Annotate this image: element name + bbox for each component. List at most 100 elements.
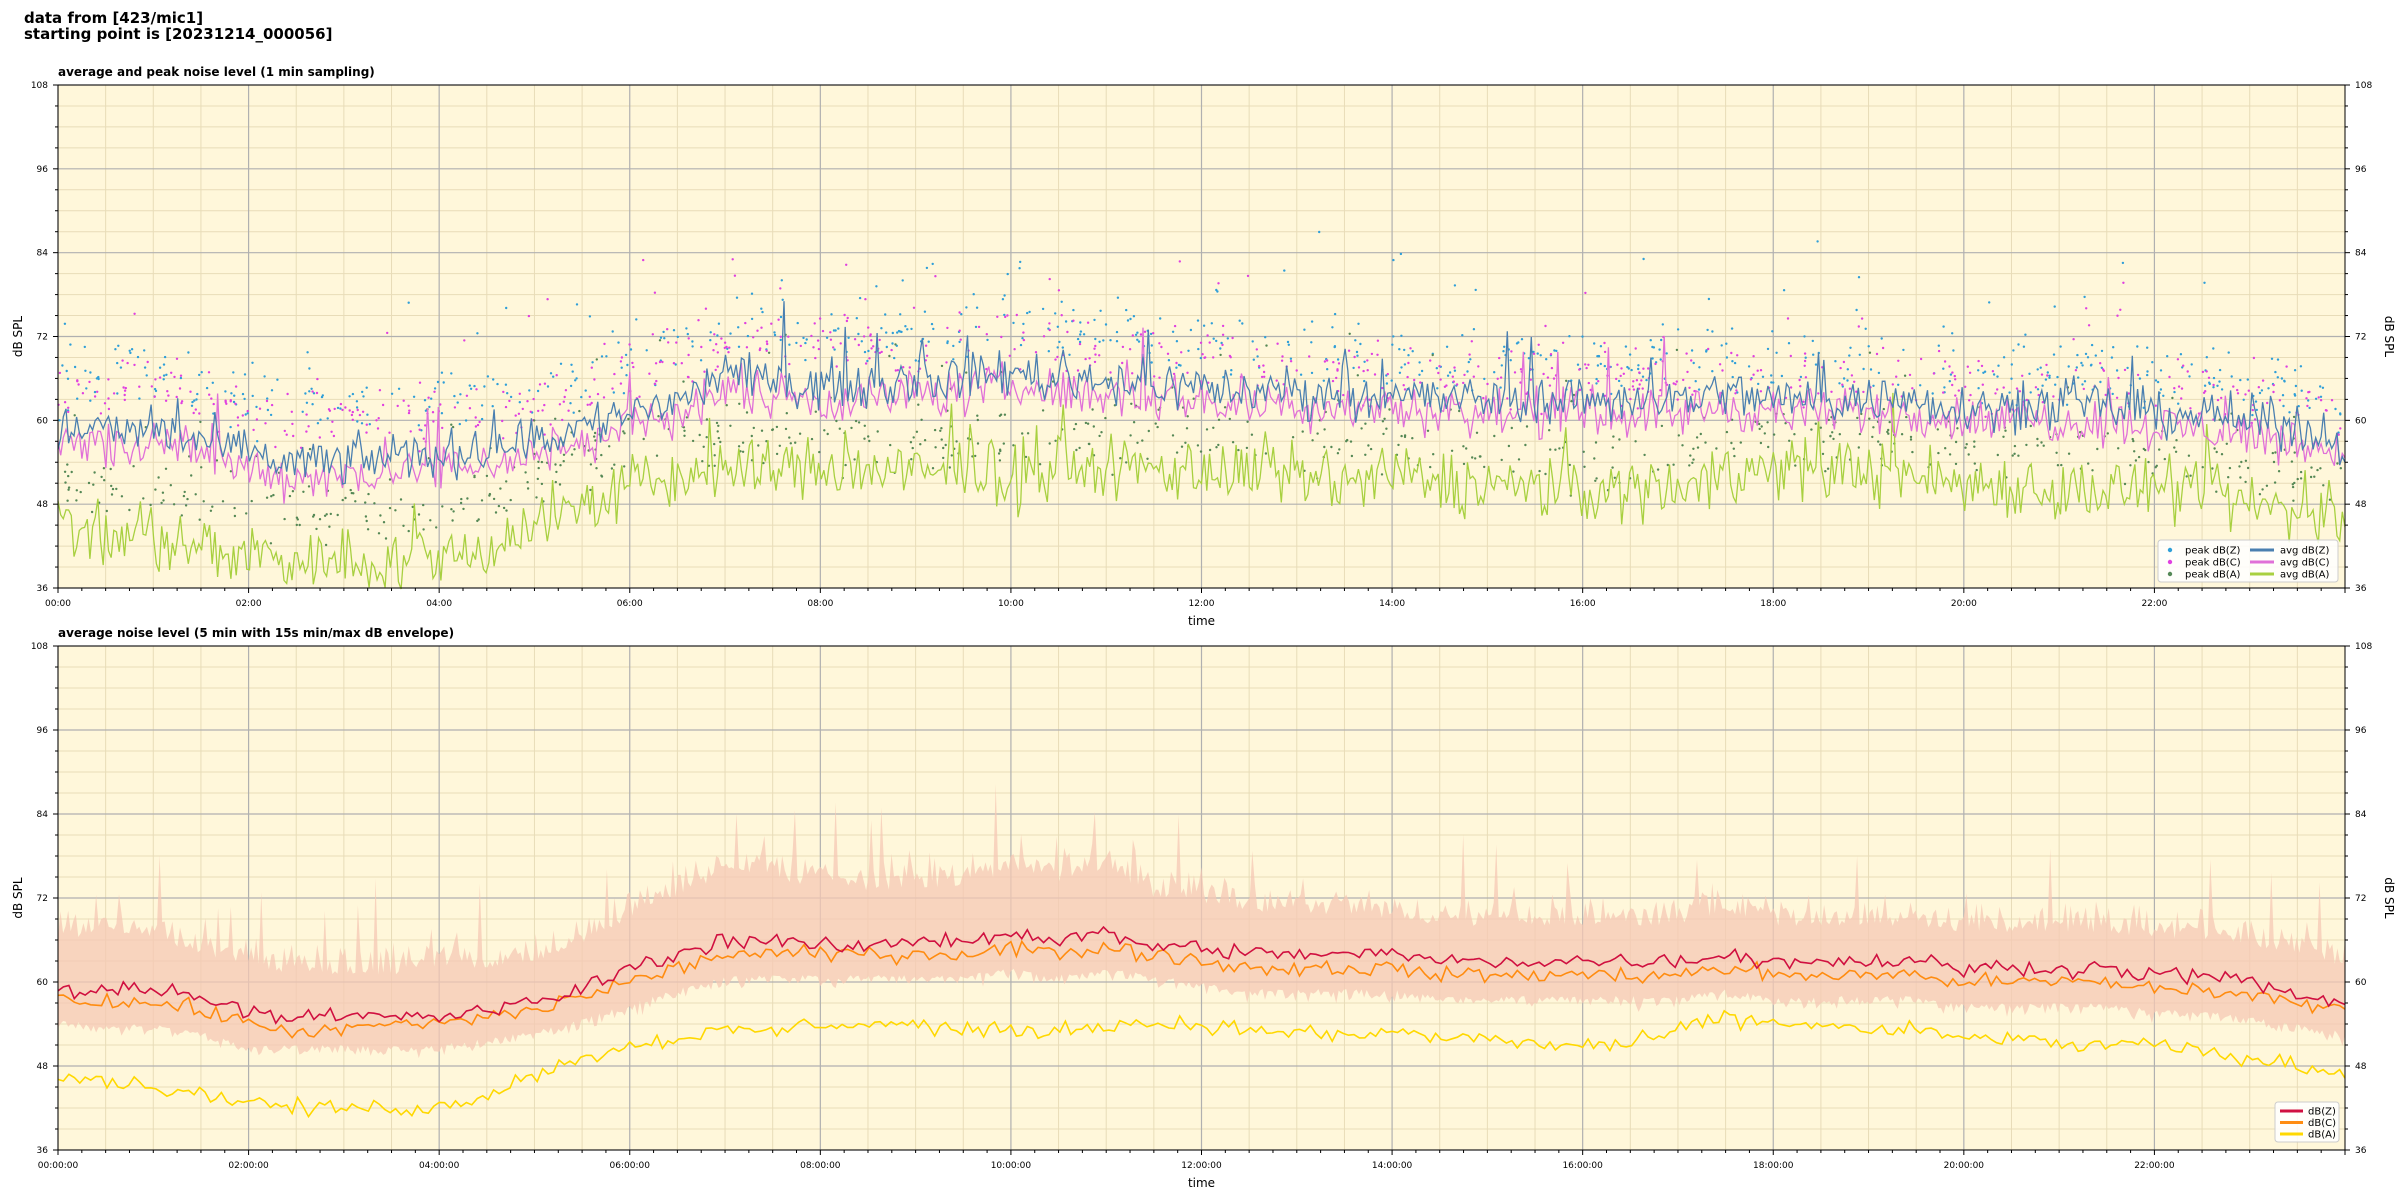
peak-point bbox=[1942, 367, 1945, 370]
peak-point bbox=[619, 382, 623, 385]
peak-point bbox=[272, 493, 275, 497]
peak-point bbox=[2146, 370, 2149, 373]
peak-point bbox=[1041, 409, 1045, 412]
peak-point bbox=[1733, 454, 1736, 458]
peak-point bbox=[1263, 375, 1266, 378]
peak-point bbox=[1156, 425, 1159, 429]
peak-point bbox=[917, 403, 920, 406]
peak-point bbox=[864, 362, 868, 365]
peak-point bbox=[1858, 432, 1862, 436]
peak-point bbox=[780, 279, 783, 282]
peak-point bbox=[360, 422, 364, 425]
peak-point bbox=[564, 389, 568, 392]
peak-point bbox=[2239, 378, 2242, 382]
peak-point bbox=[712, 349, 715, 352]
peak-point bbox=[985, 333, 988, 336]
peak-point bbox=[1426, 429, 1430, 432]
peak-point bbox=[1834, 360, 1837, 363]
peak-point bbox=[1964, 385, 1967, 388]
x-tick-label: 02:00:00 bbox=[228, 1161, 269, 1171]
peak-point bbox=[1132, 421, 1136, 424]
peak-point bbox=[868, 357, 871, 360]
peak-point bbox=[157, 476, 160, 479]
peak-point bbox=[543, 433, 546, 436]
peak-point bbox=[737, 326, 740, 329]
peak-point bbox=[96, 390, 99, 393]
y-tick-label-left: 72 bbox=[37, 894, 48, 904]
peak-point bbox=[1205, 428, 1209, 431]
peak-point bbox=[2203, 281, 2206, 284]
y-tick-label-right: 60 bbox=[2355, 978, 2367, 988]
peak-point bbox=[948, 466, 951, 469]
peak-point bbox=[570, 363, 573, 366]
peak-point bbox=[741, 450, 745, 453]
peak-point bbox=[2189, 407, 2192, 410]
peak-point bbox=[687, 337, 690, 340]
peak-point bbox=[735, 296, 739, 299]
peak-point bbox=[1331, 379, 1335, 383]
peak-point bbox=[2189, 474, 2192, 477]
peak-point bbox=[623, 432, 626, 435]
peak-point bbox=[1581, 335, 1584, 338]
peak-point bbox=[1603, 350, 1607, 354]
peak-point bbox=[1674, 383, 1677, 386]
peak-point bbox=[1660, 338, 1663, 342]
peak-point bbox=[1549, 353, 1553, 356]
peak-point bbox=[825, 336, 829, 339]
peak-point bbox=[569, 384, 573, 388]
peak-point bbox=[829, 338, 833, 341]
peak-point bbox=[549, 423, 552, 426]
peak-point bbox=[365, 519, 368, 523]
peak-point bbox=[1056, 355, 1059, 359]
peak-point bbox=[571, 370, 574, 373]
peak-point bbox=[997, 452, 1001, 455]
peak-point bbox=[1811, 339, 1815, 343]
peak-point bbox=[2212, 383, 2215, 387]
peak-point bbox=[1964, 446, 1967, 449]
peak-point bbox=[1021, 432, 1024, 435]
peak-point bbox=[600, 453, 603, 457]
peak-point bbox=[2040, 373, 2044, 376]
peak-point bbox=[600, 355, 604, 358]
x-tick-label: 12:00:00 bbox=[1181, 1161, 1222, 1171]
peak-point bbox=[2013, 452, 2016, 455]
peak-point bbox=[558, 403, 562, 406]
peak-point bbox=[1944, 447, 1947, 450]
peak-point bbox=[2002, 435, 2005, 438]
peak-point bbox=[1666, 463, 1670, 467]
peak-point bbox=[285, 433, 288, 436]
peak-point bbox=[93, 395, 97, 398]
peak-point bbox=[2052, 353, 2056, 356]
peak-point bbox=[1630, 368, 1633, 372]
peak-point bbox=[1629, 397, 1632, 401]
peak-point bbox=[2321, 386, 2325, 389]
peak-point bbox=[496, 382, 499, 386]
peak-point bbox=[308, 367, 311, 370]
peak-point bbox=[2084, 352, 2088, 356]
peak-point bbox=[925, 266, 929, 270]
peak-point bbox=[1201, 353, 1204, 356]
peak-point bbox=[245, 512, 248, 515]
peak-point bbox=[283, 517, 286, 521]
peak-point bbox=[290, 410, 293, 413]
peak-point bbox=[2252, 356, 2256, 360]
peak-point bbox=[2258, 391, 2262, 395]
peak-point bbox=[2126, 366, 2129, 370]
peak-point bbox=[662, 330, 665, 334]
peak-point bbox=[407, 411, 411, 415]
peak-point bbox=[1373, 373, 1377, 376]
peak-point bbox=[1252, 358, 1256, 361]
peak-point bbox=[478, 420, 481, 424]
peak-point bbox=[1848, 387, 1852, 390]
peak-point bbox=[920, 418, 923, 421]
y-tick-label-left: 84 bbox=[37, 249, 49, 259]
peak-point bbox=[817, 347, 821, 351]
peak-point bbox=[1054, 439, 1057, 442]
peak-point bbox=[845, 319, 849, 323]
peak-point bbox=[1287, 343, 1291, 346]
peak-point bbox=[211, 381, 214, 384]
peak-point bbox=[713, 333, 716, 336]
peak-point bbox=[1175, 366, 1178, 369]
peak-point bbox=[574, 379, 577, 382]
peak-point bbox=[1527, 357, 1531, 360]
